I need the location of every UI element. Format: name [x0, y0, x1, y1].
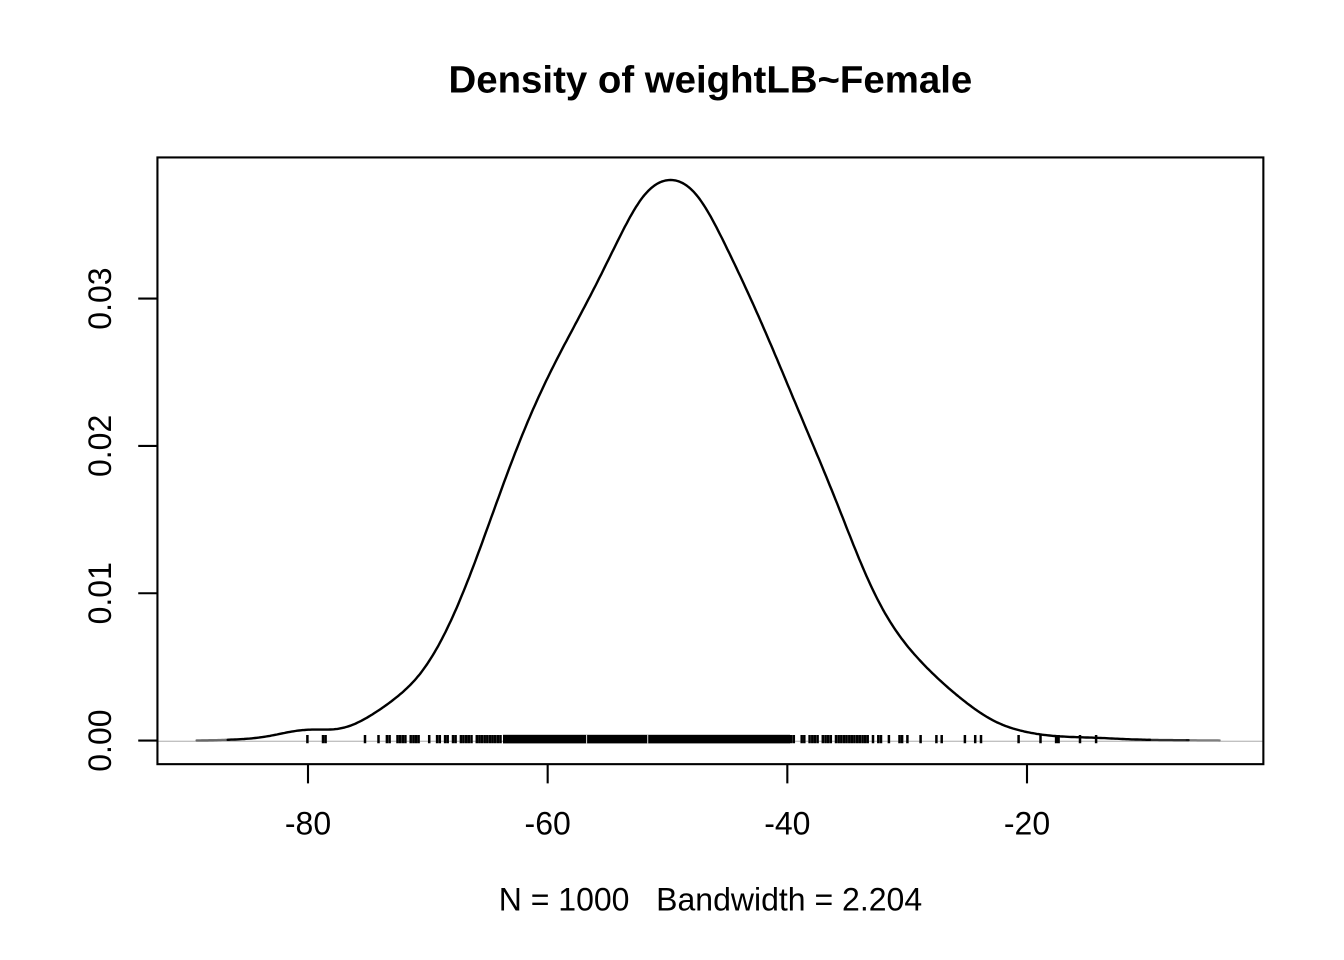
svg-text:-80: -80	[285, 806, 331, 842]
svg-text:-60: -60	[525, 806, 571, 842]
svg-text:0.01: 0.01	[82, 562, 118, 624]
svg-text:0.02: 0.02	[82, 415, 118, 477]
svg-text:0.03: 0.03	[82, 267, 118, 329]
svg-text:0.00: 0.00	[82, 709, 118, 771]
svg-text:-40: -40	[764, 806, 810, 842]
svg-text:N = 1000 Bandwidth = 2.204: N = 1000 Bandwidth = 2.204	[499, 882, 922, 918]
svg-text:-20: -20	[1004, 806, 1050, 842]
svg-text:Density of weightLB~Female: Density of weightLB~Female	[449, 59, 973, 102]
